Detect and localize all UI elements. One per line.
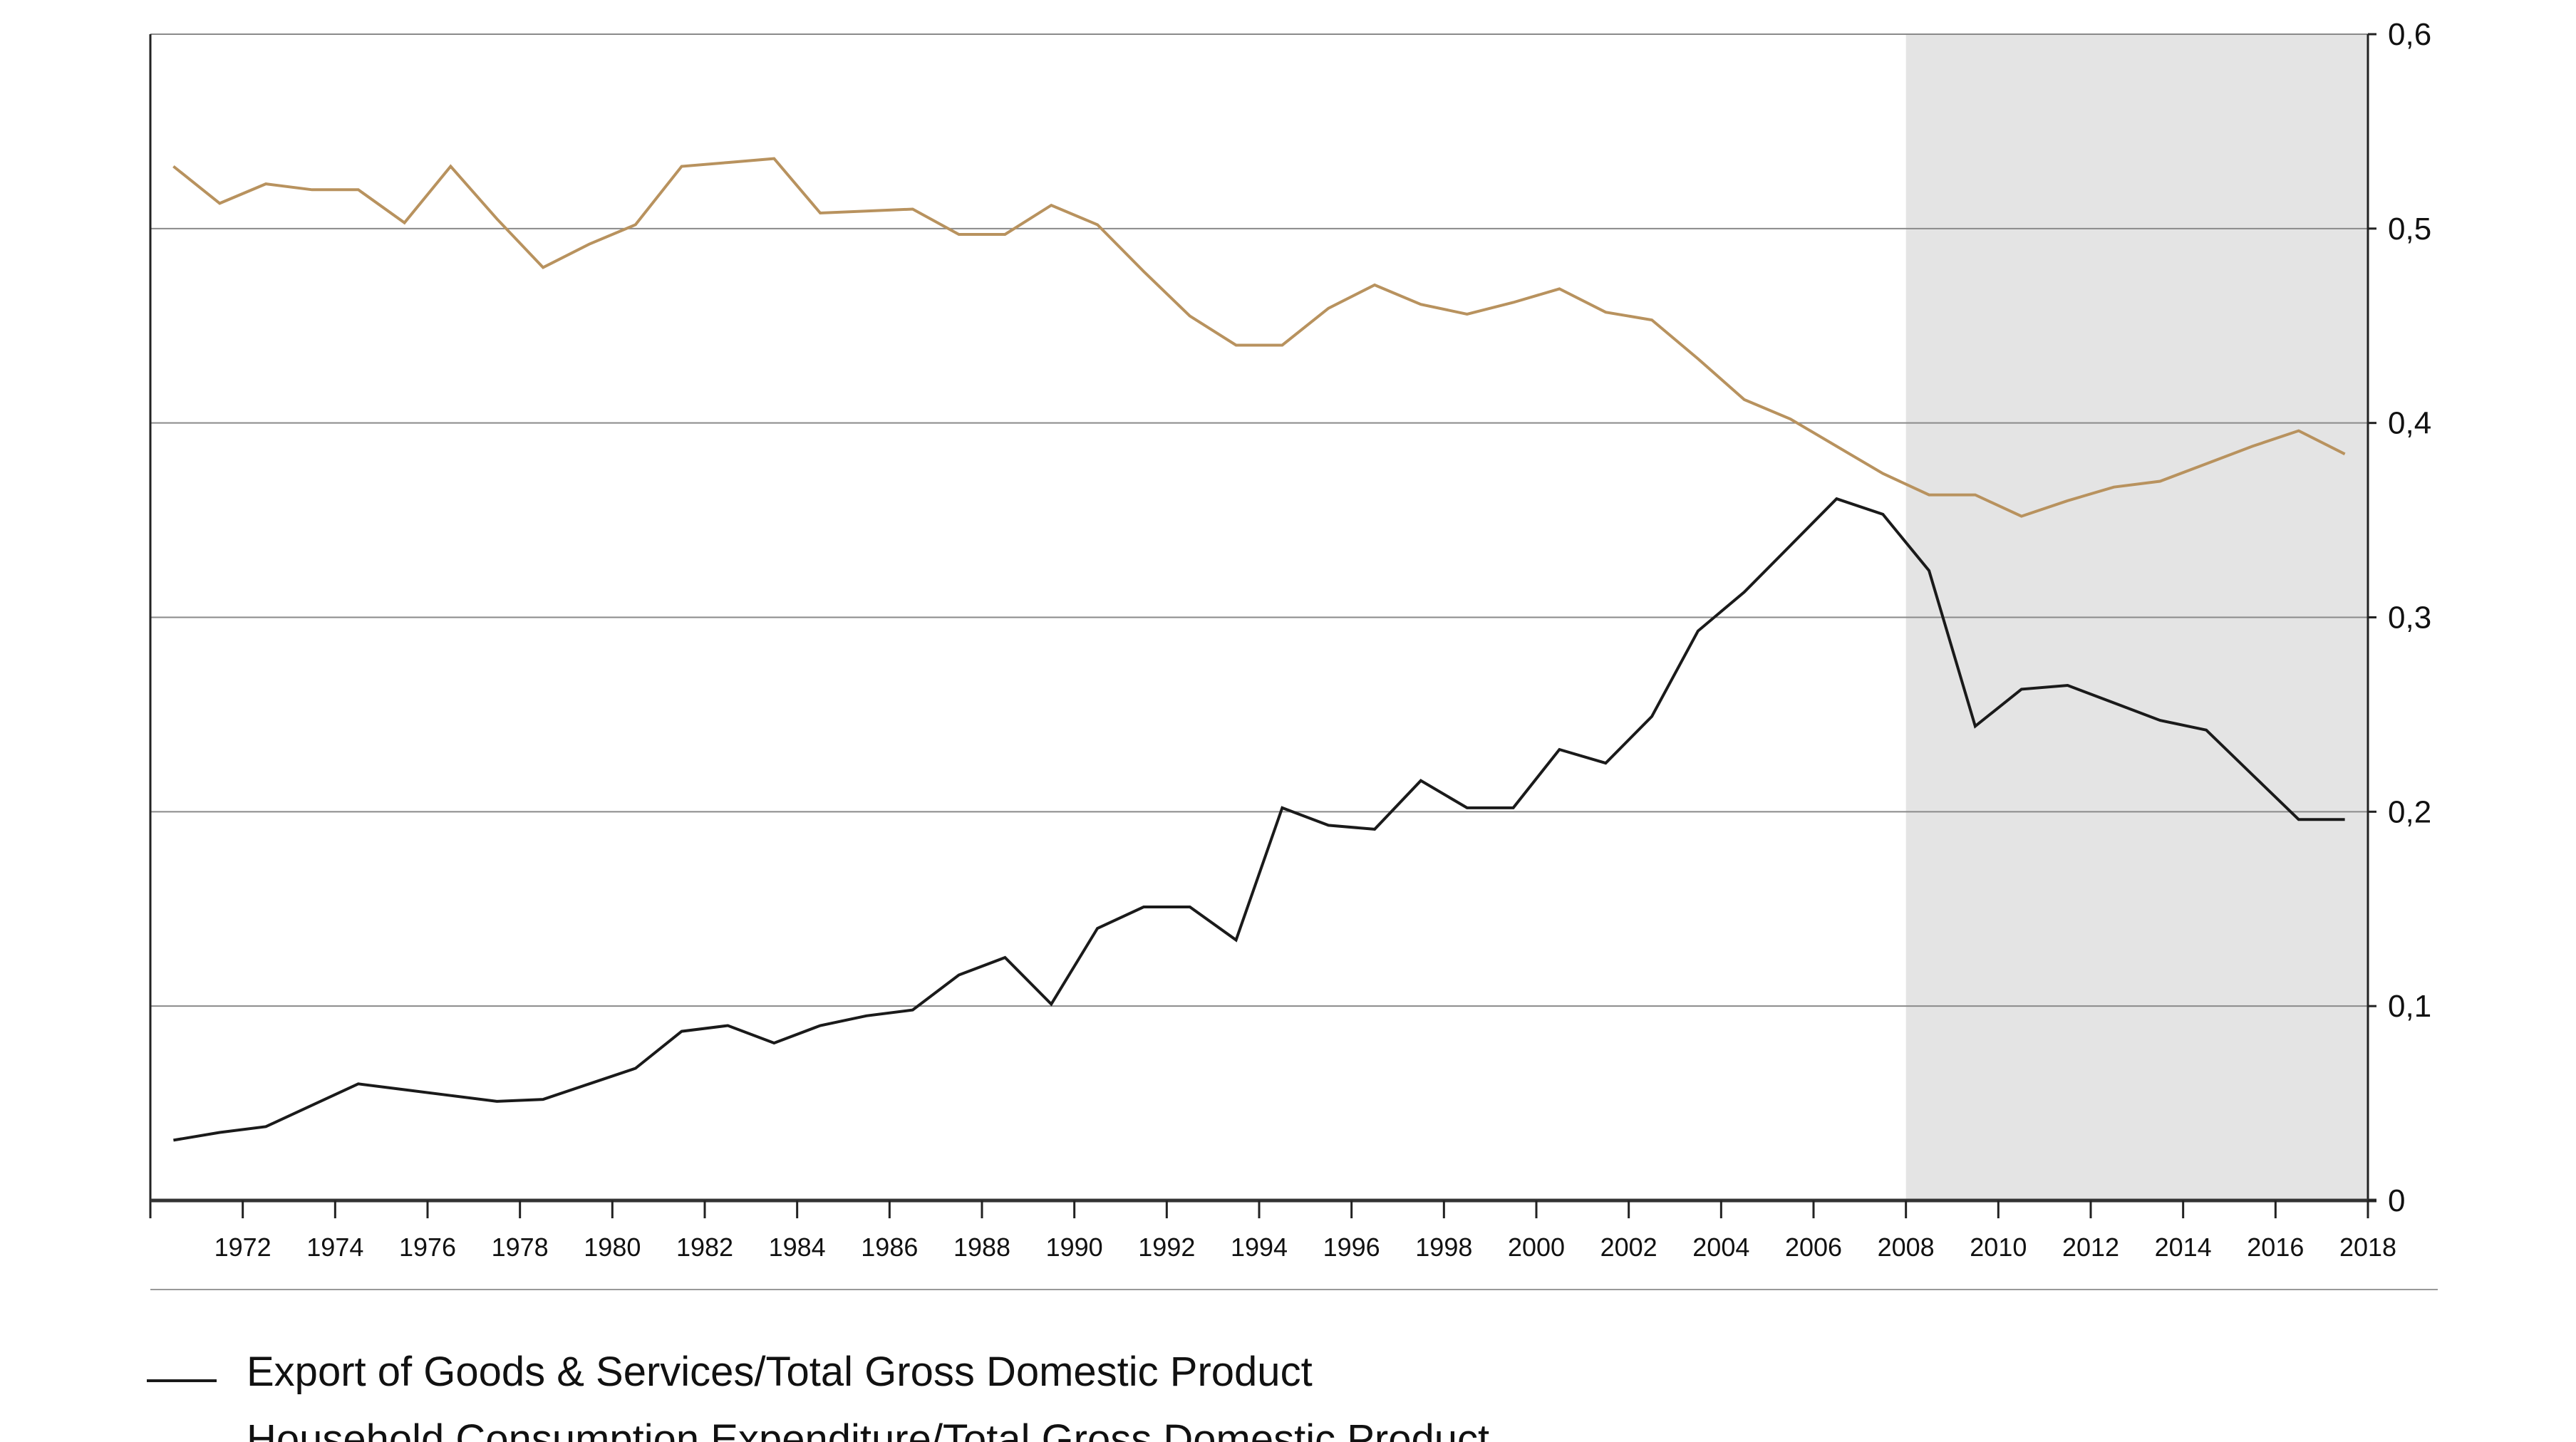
x-tick-label: 2018 xyxy=(2339,1233,2396,1262)
legend-label-export: Export of Goods & Services/Total Gross D… xyxy=(247,1349,1313,1395)
axes xyxy=(149,34,2376,1218)
legend-item-household: Household Consumption Expenditure/Total … xyxy=(247,1416,1489,1442)
x-tick-label: 1998 xyxy=(1415,1233,1472,1262)
y-tick-label: 0,4 xyxy=(2388,406,2431,441)
x-tick-label: 1986 xyxy=(861,1233,918,1262)
x-tick-label: 1992 xyxy=(1138,1233,1195,1262)
x-tick-label: 1980 xyxy=(584,1233,641,1262)
x-tick-label: 1984 xyxy=(769,1233,826,1262)
x-tick-label: 1982 xyxy=(676,1233,733,1262)
y-tick-label: 0,3 xyxy=(2388,601,2431,636)
y-tick-label: 0,5 xyxy=(2388,212,2431,247)
y-tick-label: 0,2 xyxy=(2388,794,2431,829)
legend-label-household: Household Consumption Expenditure/Total … xyxy=(247,1416,1489,1442)
x-tick-label: 2002 xyxy=(1600,1233,1657,1262)
x-tick-label: 2010 xyxy=(1970,1233,2027,1262)
y-axis-ticks: 0 0,1 0,2 0,3 0,4 0,5 0,6 xyxy=(2368,17,2431,1218)
x-tick-label: 1974 xyxy=(306,1233,363,1262)
gridlines xyxy=(150,33,2368,1007)
x-tick-label: 1988 xyxy=(953,1233,1010,1262)
series-lines xyxy=(172,157,2346,1142)
x-tick-label: 2004 xyxy=(1692,1233,1749,1262)
series-line-export xyxy=(173,497,2345,1142)
x-tick-label: 1990 xyxy=(1046,1233,1103,1262)
x-tick-label: 2014 xyxy=(2155,1233,2212,1262)
x-axis-ticks: 1972 1974 1976 1978 1980 1982 1984 1986 1988 1990… xyxy=(214,1200,2396,1262)
y-tick-label: 0,6 xyxy=(2388,17,2431,52)
y-tick-label: 0,1 xyxy=(2388,989,2431,1024)
series-line-household xyxy=(172,157,2346,518)
x-tick-label: 1994 xyxy=(1231,1233,1288,1262)
x-tick-label: 2000 xyxy=(1508,1233,1565,1262)
x-tick-label: 2012 xyxy=(2062,1233,2119,1262)
x-tick-label: 2006 xyxy=(1785,1233,1842,1262)
x-tick-label: 1972 xyxy=(214,1233,271,1262)
x-tick-label: 1976 xyxy=(399,1233,456,1262)
x-tick-label: 2016 xyxy=(2247,1233,2304,1262)
y-tick-label: 0 xyxy=(2388,1183,2405,1218)
legend-item-export: Export of Goods & Services/Total Gross D… xyxy=(147,1349,1313,1395)
legend: Export of Goods & Services/Total Gross D… xyxy=(147,1349,1489,1442)
x-tick-label: 2008 xyxy=(1878,1233,1935,1262)
x-tick-label: 1996 xyxy=(1323,1233,1380,1262)
x-tick-label: 1978 xyxy=(492,1233,549,1262)
